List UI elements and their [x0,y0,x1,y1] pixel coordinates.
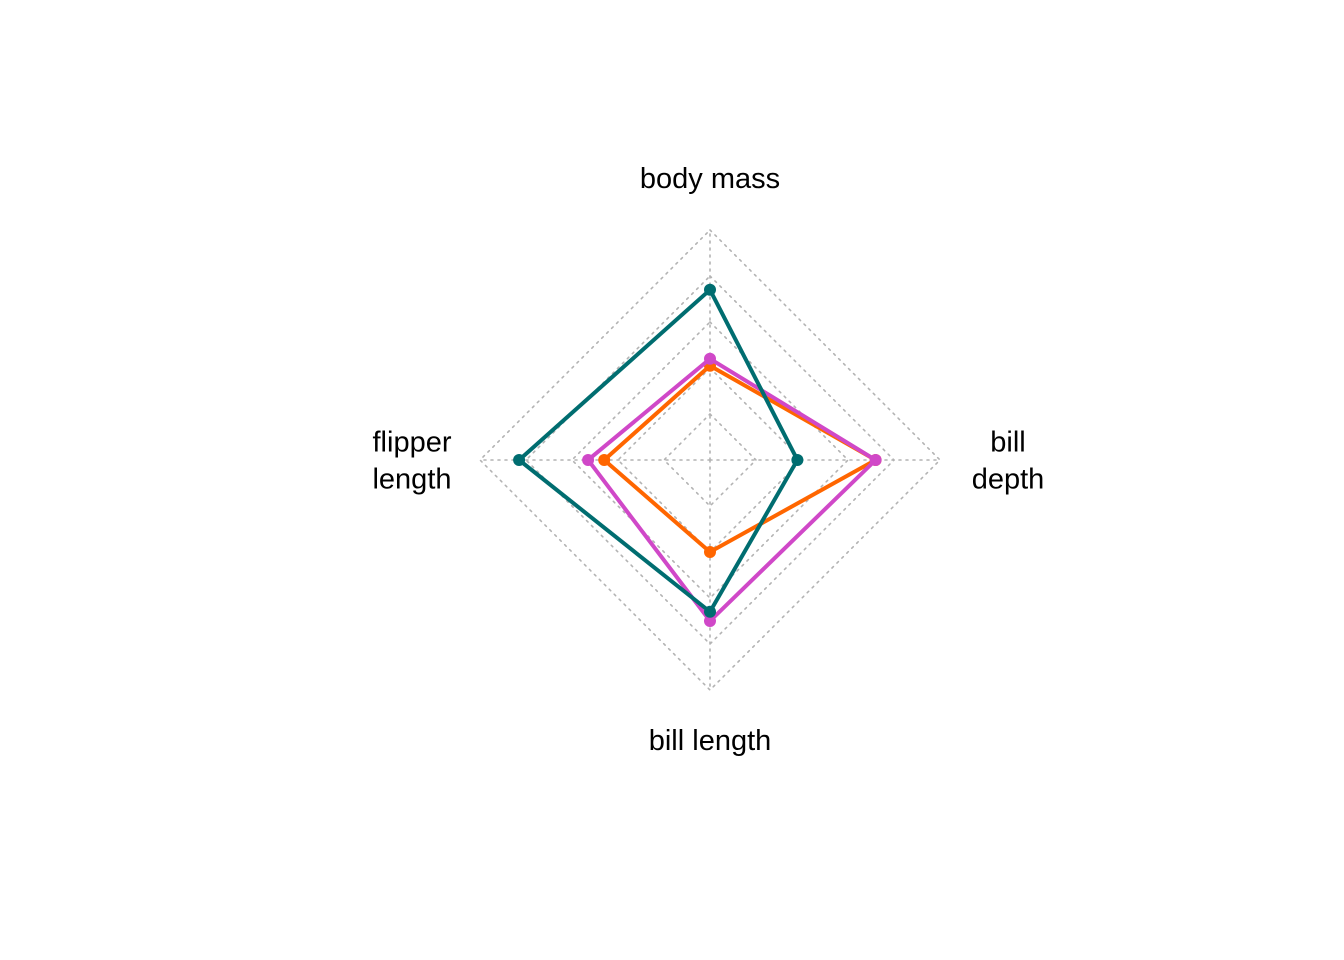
axis-label-line: body mass [640,163,780,195]
axis-label-line: flipper [373,427,452,459]
series-2-line [585,356,879,625]
series-3-point-bill-depth [791,454,804,466]
axis-label-line: length [372,464,451,496]
axis-label-flipper-length: flipper length [372,427,451,496]
axis-labels: body mass bill depth bill length flipper leng… [372,163,1044,757]
series-2-point-bill-depth [869,454,882,466]
series-2-point-bill-length [704,615,716,627]
axis-label-bill-length: bill length [649,725,772,757]
grid-ring-3 [570,320,850,600]
series-2 [582,352,882,627]
axis-label-body-mass: body mass [640,163,780,195]
axis-label-line: bill [990,427,1025,459]
series-3-point-flipper-length [513,454,526,466]
series-3-point-body-mass [704,283,716,296]
series-2-point-body-mass [704,352,716,365]
series-1-point-flipper-length [598,454,611,466]
radar-series [513,283,882,627]
axis-label-bill-depth: bill depth [972,427,1045,496]
series-1-point-bill-length [704,546,716,558]
series-3-line [515,286,800,615]
series-3 [513,283,804,618]
axis-label-line: bill length [649,725,772,757]
series-3-point-bill-length [704,605,716,618]
series-1-line [601,363,880,555]
series-2-point-flipper-length [582,454,595,466]
axis-label-line: depth [972,464,1045,496]
grid-ring-1 [662,412,758,508]
grid-ring-5 [478,228,942,692]
